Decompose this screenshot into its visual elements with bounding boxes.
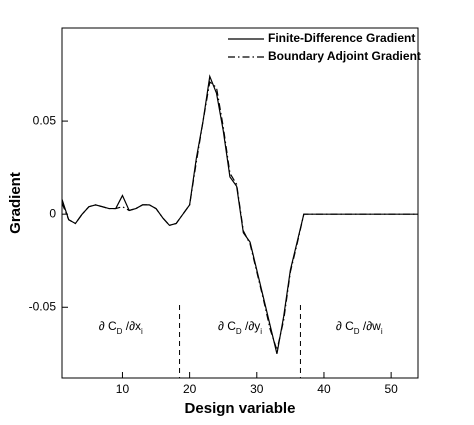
x-tick-label: 10: [116, 382, 130, 396]
annotation-part: /∂w: [360, 319, 382, 333]
annotation-part: /∂y: [242, 319, 261, 333]
annotation-part: ∂ C: [336, 319, 354, 333]
x-axis-label: Design variable: [185, 400, 296, 417]
annotation-part: ∂ C: [99, 319, 117, 333]
annotation-part: ∂ C: [218, 319, 236, 333]
x-tick-label: 50: [384, 382, 398, 396]
y-tick-label: 0: [49, 206, 56, 220]
data-line: [61, 80, 418, 353]
annotation-sub: i: [260, 327, 262, 336]
annotation-sub: D: [117, 327, 123, 336]
annotation: ∂ CD /∂wi: [336, 319, 383, 335]
y-axis-label: Gradient: [7, 172, 24, 234]
data-line: [61, 74, 418, 354]
legend-label: Boundary Adjoint Gradient: [268, 49, 421, 63]
annotation-sub: D: [236, 327, 242, 336]
x-tick-label: 40: [317, 382, 331, 396]
annotation-sub: i: [381, 327, 383, 336]
y-tick-label: -0.05: [29, 299, 57, 313]
annotation-sub: D: [354, 327, 360, 336]
legend-label: Finite-Difference Gradient: [268, 31, 415, 45]
x-tick-label: 30: [250, 382, 264, 396]
annotation: ∂ CD /∂xi: [99, 319, 143, 335]
annotation-sub: i: [141, 327, 143, 336]
x-tick-label: 20: [183, 382, 197, 396]
annotation: ∂ CD /∂yi: [218, 319, 262, 335]
annotation-part: /∂x: [122, 319, 141, 333]
y-tick-label: 0.05: [33, 113, 57, 127]
